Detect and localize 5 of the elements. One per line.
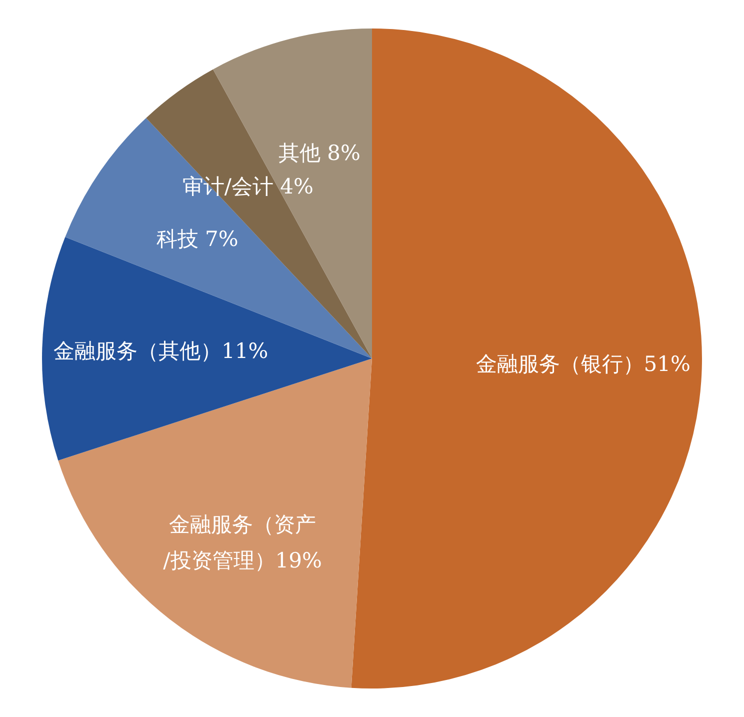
slice-label: 金融服务（资产/投资管理）19% [163,512,322,572]
slice-label: 其他 8% [278,140,360,165]
slice-label: 科技 7% [156,226,238,251]
slice-label: 金融服务（银行）51% [476,352,690,376]
slice-label: 金融服务（其他）11% [54,338,268,363]
